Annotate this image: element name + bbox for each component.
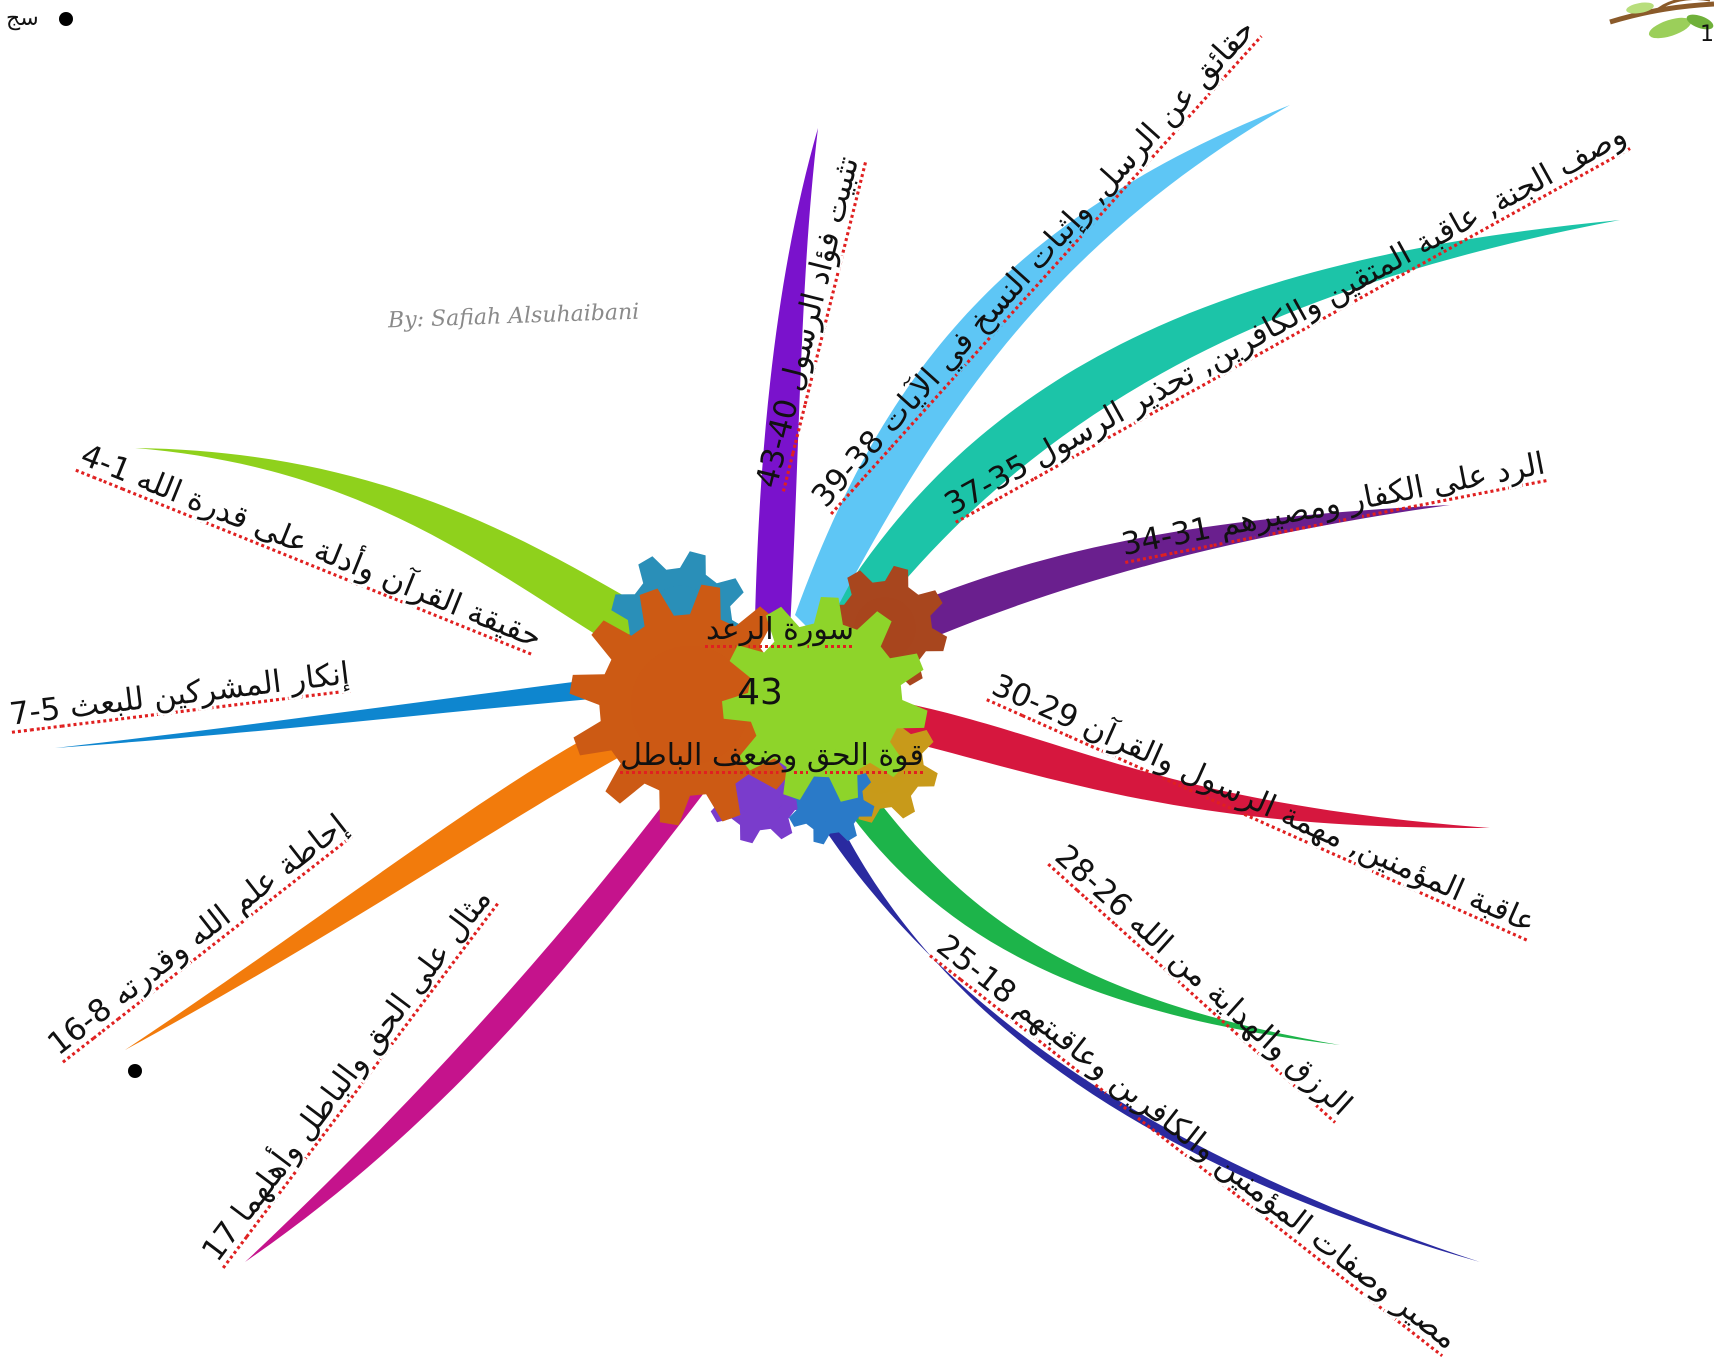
branch-b2-ribbon <box>55 665 710 748</box>
branch-b4-ribbon <box>245 735 745 1262</box>
page-number: 1 <box>1700 22 1714 47</box>
branch-b8-ribbon <box>830 505 1450 680</box>
tree-branch-icon <box>1609 0 1714 39</box>
bullet-dot-bottom <box>128 1064 142 1078</box>
branch-b11-ribbon <box>755 128 818 630</box>
center-subtitle: قوة الحق وضعف الباطل <box>620 738 924 773</box>
mind-map-canvas <box>55 0 1714 1262</box>
branch-b10-ribbon <box>795 105 1290 640</box>
orange-gear-hub <box>630 645 750 765</box>
bullet-dot-top <box>59 12 73 26</box>
center-title: سورة الرعد <box>705 612 855 647</box>
branch-b9-ribbon <box>815 220 1620 670</box>
branches-group <box>55 105 1620 1262</box>
corner-left-text: سج <box>6 6 39 31</box>
branch-b3-ribbon <box>125 690 710 1050</box>
gears-group <box>569 551 948 845</box>
green-gear-hub <box>774 649 876 751</box>
branch-b6-ribbon <box>800 720 1340 1045</box>
center-count: 43 <box>737 672 783 713</box>
branch-b7-ribbon <box>820 690 1490 829</box>
